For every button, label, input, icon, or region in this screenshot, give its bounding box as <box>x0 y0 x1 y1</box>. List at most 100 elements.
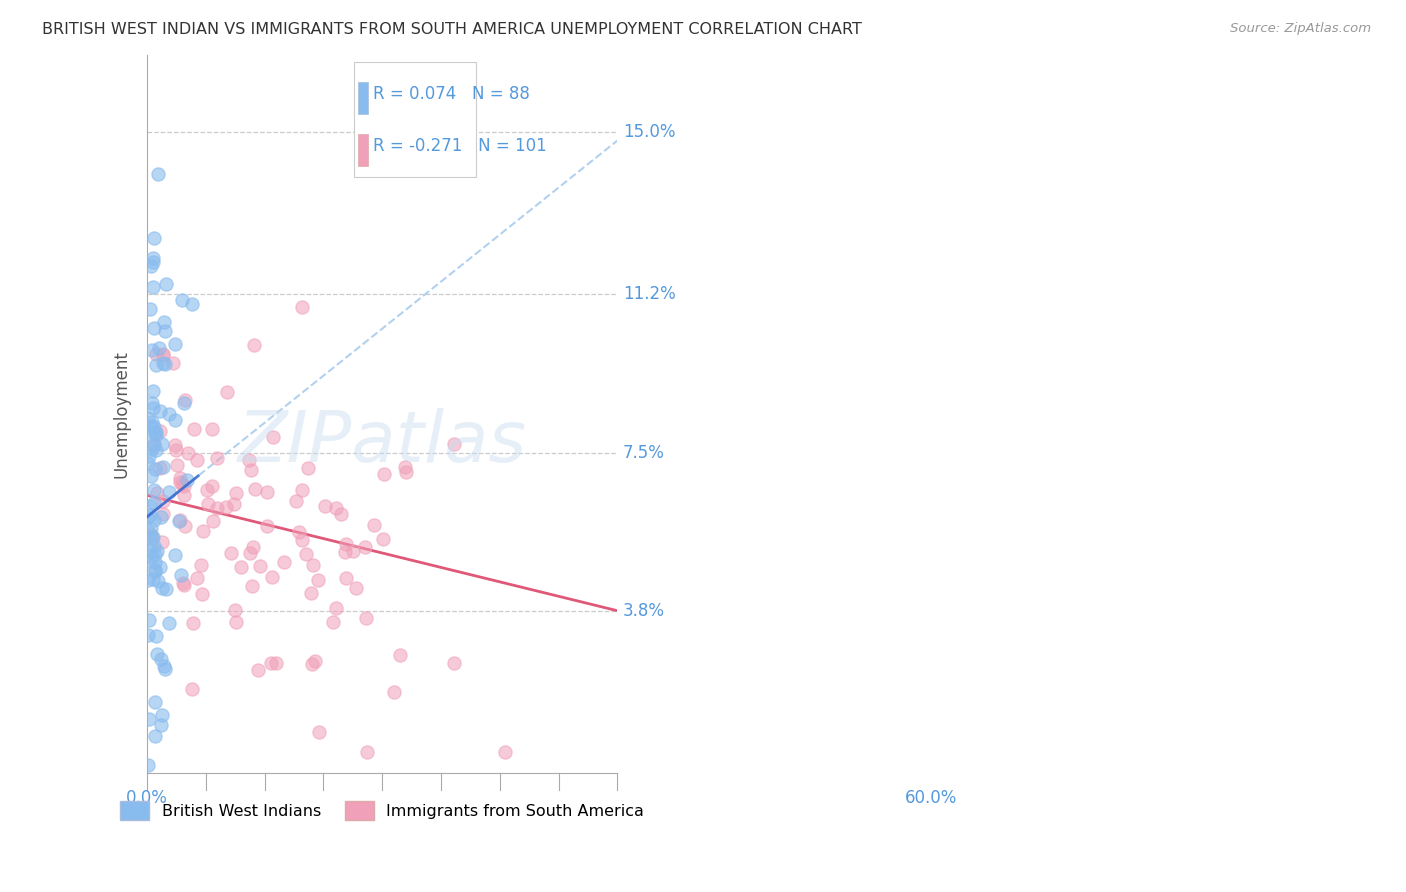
Point <box>335 537 357 551</box>
Point <box>142 572 165 586</box>
Point <box>395 465 418 479</box>
Point <box>139 499 162 513</box>
Point <box>183 422 205 436</box>
Point <box>354 540 377 554</box>
Point <box>155 582 177 596</box>
Point <box>142 384 165 398</box>
Point <box>149 510 172 524</box>
Point <box>205 500 228 515</box>
Point <box>384 685 406 699</box>
Point <box>214 500 236 514</box>
Point <box>330 507 353 521</box>
Point <box>172 575 194 590</box>
Point <box>229 560 252 574</box>
Point <box>143 483 166 497</box>
Point <box>264 657 287 671</box>
Text: 7.5%: 7.5% <box>623 443 665 461</box>
Point <box>152 356 174 370</box>
Point <box>173 577 195 591</box>
Point <box>344 581 367 595</box>
Point <box>138 508 160 523</box>
Point <box>297 460 319 475</box>
Point <box>167 514 190 528</box>
Point <box>224 497 246 511</box>
Point <box>314 499 336 513</box>
Point <box>143 539 166 553</box>
Point <box>141 415 163 429</box>
Point <box>142 420 165 434</box>
Point <box>373 467 395 481</box>
Point <box>249 559 271 574</box>
Point <box>139 428 162 442</box>
Point <box>146 486 169 500</box>
Point <box>224 603 246 617</box>
Point <box>165 548 187 562</box>
Point <box>170 477 193 491</box>
Point <box>177 446 200 460</box>
Point <box>173 396 195 410</box>
Point <box>143 547 166 561</box>
Point <box>354 611 377 625</box>
Point <box>138 449 160 463</box>
Point <box>142 530 165 544</box>
Point <box>145 544 167 558</box>
Point <box>157 407 180 421</box>
Point <box>152 347 174 361</box>
Text: BRITISH WEST INDIAN VS IMMIGRANTS FROM SOUTH AMERICA UNEMPLOYMENT CORRELATION CH: BRITISH WEST INDIAN VS IMMIGRANTS FROM S… <box>42 22 862 37</box>
Point <box>139 469 162 483</box>
Bar <box>357 134 368 166</box>
Point <box>157 484 180 499</box>
Point <box>174 392 197 407</box>
Point <box>389 648 412 662</box>
Point <box>141 531 163 545</box>
Point <box>169 475 191 490</box>
Point <box>142 401 165 415</box>
Point <box>143 321 166 335</box>
Point <box>243 482 266 496</box>
Point <box>146 574 169 588</box>
Point <box>197 497 219 511</box>
Point <box>143 231 166 245</box>
Text: ZIPatlas: ZIPatlas <box>238 409 527 477</box>
Text: R = 0.074   N = 88: R = 0.074 N = 88 <box>373 86 530 103</box>
Text: R = -0.271   N = 101: R = -0.271 N = 101 <box>373 137 547 155</box>
Point <box>142 255 165 269</box>
Point <box>149 651 172 665</box>
Point <box>301 657 323 671</box>
Point <box>141 396 163 410</box>
Point <box>145 358 167 372</box>
Text: 0.0%: 0.0% <box>127 789 169 807</box>
Point <box>238 452 260 467</box>
Point <box>256 518 278 533</box>
Point <box>333 545 356 559</box>
Point <box>163 438 186 452</box>
Point <box>143 513 166 527</box>
Point <box>152 348 174 362</box>
Point <box>256 485 278 500</box>
Point <box>356 745 378 759</box>
Point <box>145 425 167 440</box>
Point <box>166 458 188 472</box>
Point <box>284 493 307 508</box>
Point <box>149 461 172 475</box>
Point <box>240 463 263 477</box>
Point <box>152 658 174 673</box>
Point <box>145 442 167 457</box>
Point <box>325 601 347 615</box>
Point <box>215 385 238 400</box>
Point <box>150 581 173 595</box>
Point <box>141 259 163 273</box>
Point <box>443 436 465 450</box>
Point <box>291 300 314 314</box>
Point <box>157 615 180 630</box>
Point <box>322 615 344 629</box>
Text: Source: ZipAtlas.com: Source: ZipAtlas.com <box>1230 22 1371 36</box>
Point <box>219 546 242 560</box>
Point <box>143 496 166 510</box>
Point <box>180 682 202 697</box>
Point <box>143 555 166 569</box>
Point <box>150 534 173 549</box>
Point <box>202 515 225 529</box>
Point <box>169 513 191 527</box>
Point <box>138 573 160 587</box>
